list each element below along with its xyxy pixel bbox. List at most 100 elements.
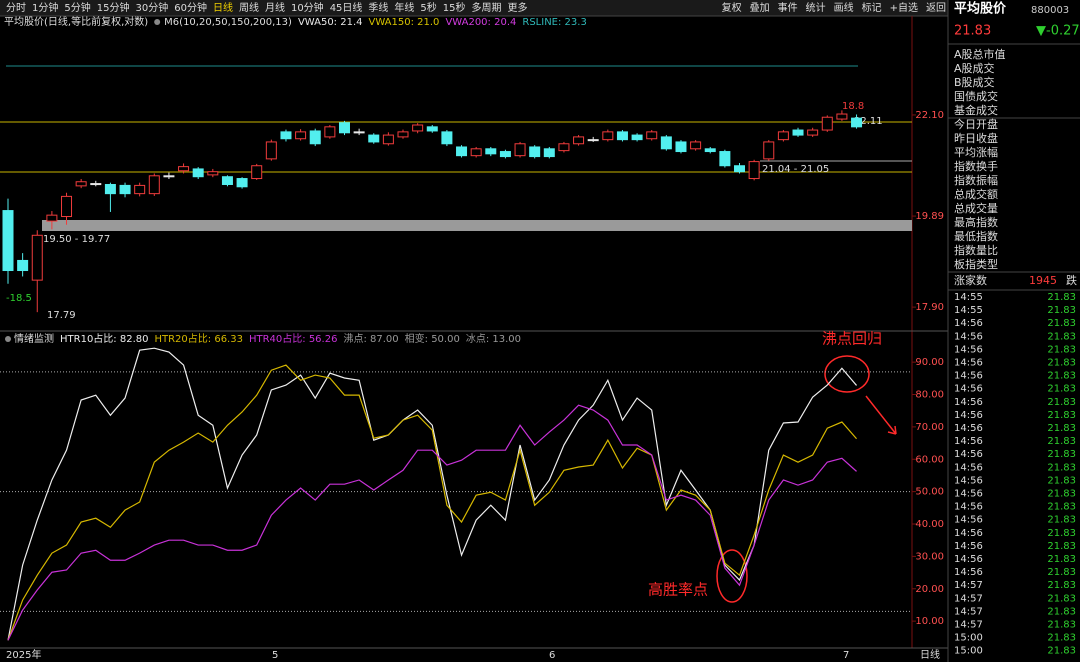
period-button[interactable]: 15秒 (443, 1, 466, 14)
tool-button[interactable]: 标记 (862, 2, 882, 14)
trade-price: 21.83 (1047, 515, 1076, 526)
trade-time: 14:56 (954, 436, 983, 447)
legend-item: HTR10占比: 82.80 (60, 332, 148, 345)
trade-time: 14:56 (954, 554, 983, 565)
candle-body (221, 176, 233, 185)
candle-body (134, 184, 146, 195)
trade-price: 21.83 (1047, 384, 1076, 395)
quote-price: 21.83 (954, 24, 991, 39)
x-label: 日线 (920, 648, 940, 661)
tool-button[interactable]: 事件 (778, 1, 798, 14)
trade-price: 21.83 (1047, 567, 1076, 578)
candle-body (763, 141, 775, 160)
candle-body (368, 134, 380, 143)
legend-item: VWA150: 21.0 (369, 17, 440, 28)
annotation: -18.5 (6, 293, 32, 304)
trade-time: 14:56 (954, 528, 983, 539)
candle-body (558, 143, 570, 152)
quote-item: A股总市值 (954, 47, 1006, 61)
period-button[interactable]: 月线 (265, 1, 285, 14)
y-tick-label: 10.00 (915, 616, 944, 627)
candle-body (295, 131, 307, 140)
candle-body (543, 148, 555, 158)
candle-body (90, 183, 102, 186)
candle-body (660, 136, 672, 150)
quote-item: 昨日收盘 (954, 131, 998, 145)
y-tick-label: 60.00 (915, 454, 944, 465)
quote-item: 指数振幅 (954, 173, 998, 187)
trade-price: 21.83 (1047, 593, 1076, 604)
period-button[interactable]: 分时 (6, 2, 26, 14)
toolbar (0, 0, 948, 16)
quote-item: 板指类型 (954, 257, 998, 271)
candle-body (807, 129, 819, 136)
quote-item: 平均涨幅 (954, 146, 998, 159)
trade-time: 14:56 (954, 489, 983, 500)
legend-item: RSLINE: 23.3 (522, 17, 586, 28)
period-button[interactable]: 年线 (394, 1, 414, 14)
breadth-label: 涨家数 (954, 273, 987, 287)
period-button[interactable]: 1分钟 (32, 1, 58, 14)
candle-body (456, 146, 468, 157)
period-button[interactable]: 更多 (508, 1, 528, 14)
period-button[interactable]: 5秒 (420, 1, 436, 14)
quote-item: 指数量比 (954, 243, 998, 257)
quote-item: B股成交 (954, 75, 995, 89)
x-label: 2025年 (6, 648, 41, 661)
trade-price: 21.83 (1047, 305, 1076, 316)
candle-body (17, 259, 29, 272)
candle-body (309, 130, 321, 145)
chart-params: M6(10,20,50,150,200,13) (164, 17, 292, 28)
period-button[interactable]: 多周期 (472, 1, 502, 14)
candle-body (470, 148, 482, 157)
candle-body (836, 113, 848, 120)
period-button[interactable]: 45日线 (330, 1, 363, 14)
period-button[interactable]: 15分钟 (97, 1, 130, 14)
candle-body (324, 126, 336, 138)
trade-price: 21.83 (1047, 580, 1076, 591)
period-button[interactable]: 5分钟 (64, 1, 90, 14)
period-button[interactable]: 周线 (239, 1, 259, 14)
legend-item: 沸点: 87.00 (343, 332, 398, 345)
annotation: 高胜率点 (648, 581, 708, 599)
y-tick-label: 20.00 (915, 584, 944, 595)
tool-button[interactable]: 返回 (926, 2, 946, 14)
trade-price: 21.83 (1047, 646, 1076, 657)
trade-time: 14:56 (954, 397, 983, 408)
candle-body (851, 117, 863, 128)
x-label: 7 (843, 650, 849, 661)
tool-button[interactable]: 画线 (834, 1, 854, 14)
x-label: 6 (549, 650, 555, 661)
period-button[interactable]: 30分钟 (135, 1, 168, 14)
tool-button[interactable]: +自选 (890, 1, 918, 14)
tool-button[interactable]: 统计 (806, 1, 826, 14)
candle-body (426, 126, 438, 132)
trade-price: 21.83 (1047, 423, 1076, 434)
period-button[interactable]: 10分钟 (291, 1, 324, 14)
candle-body (719, 151, 731, 167)
tool-button[interactable]: 叠加 (750, 2, 770, 14)
candle-body (178, 166, 190, 172)
y-tick-label: 19.89 (915, 211, 944, 222)
candle-body (587, 139, 599, 142)
candle-body (338, 122, 350, 134)
trade-price: 21.83 (1047, 489, 1076, 500)
period-button[interactable]: 60分钟 (174, 1, 207, 14)
period-button[interactable]: 日线 (213, 1, 233, 14)
trade-price: 21.83 (1047, 292, 1076, 303)
quote-item: 国债成交 (954, 89, 998, 103)
trade-time: 14:57 (954, 606, 983, 617)
icon (5, 336, 11, 342)
trade-price: 21.83 (1047, 371, 1076, 382)
trade-price: 21.83 (1047, 462, 1076, 473)
y-tick-label: 90.00 (915, 357, 944, 368)
trade-time: 14:56 (954, 462, 983, 473)
trade-time: 14:56 (954, 423, 983, 434)
period-button[interactable]: 季线 (368, 1, 388, 14)
trade-price: 21.83 (1047, 502, 1076, 513)
candle-body (251, 165, 263, 180)
tool-button[interactable]: 复权 (722, 1, 742, 14)
candle-body (192, 168, 204, 178)
candle-body (704, 148, 716, 153)
